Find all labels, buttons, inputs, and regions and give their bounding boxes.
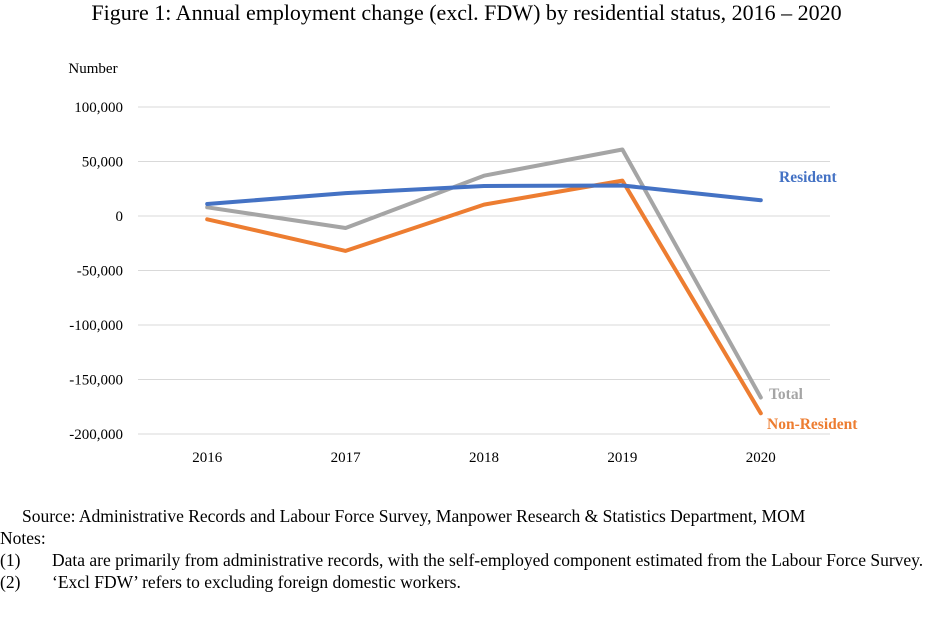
y-tick-label: -50,000: [77, 264, 123, 280]
note-item: (1) Data are primarily from administrati…: [0, 549, 933, 571]
series-line-total: [205, 147, 763, 400]
y-tick-label: 50,000: [82, 155, 123, 171]
source-text: Source: Administrative Records and Labou…: [22, 506, 806, 526]
note-item: (2) ‘Excl FDW’ refers to excluding forei…: [0, 571, 933, 593]
y-axis-label: Number: [68, 61, 117, 77]
chart-title: Figure 1: Annual employment change (excl…: [91, 0, 842, 25]
note-text: ‘Excl FDW’ refers to excluding foreign d…: [52, 572, 461, 592]
series-line-resident: [205, 183, 763, 206]
x-tick-label: 2018: [469, 450, 499, 466]
series-label-resident: Resident: [779, 169, 838, 186]
x-tick-label: 2016: [192, 450, 223, 466]
notes-heading: Notes:: [0, 528, 46, 548]
y-tick-label: 100,000: [74, 100, 123, 116]
line-chart: Number 100,000 50,000 0 -50,000 -100,000 -150,…: [68, 61, 858, 466]
series-label-total: Total: [769, 386, 804, 403]
y-tick-label: -200,000: [69, 427, 123, 443]
y-tick-label: -100,000: [69, 318, 123, 334]
note-number: (1): [0, 550, 21, 570]
x-tick-label: 2020: [746, 450, 776, 466]
series-line-non-resident: [205, 178, 763, 416]
series-label-non-resident: Non-Resident: [767, 416, 858, 433]
note-number: (2): [0, 572, 21, 592]
note-text: Data are primarily from administrative r…: [52, 550, 924, 570]
x-tick-label: 2017: [331, 450, 362, 466]
notes-section: Source: Administrative Records and Labou…: [0, 505, 933, 593]
y-tick-label: -150,000: [69, 373, 123, 389]
y-tick-label: 0: [116, 209, 124, 225]
x-tick-label: 2019: [607, 450, 637, 466]
